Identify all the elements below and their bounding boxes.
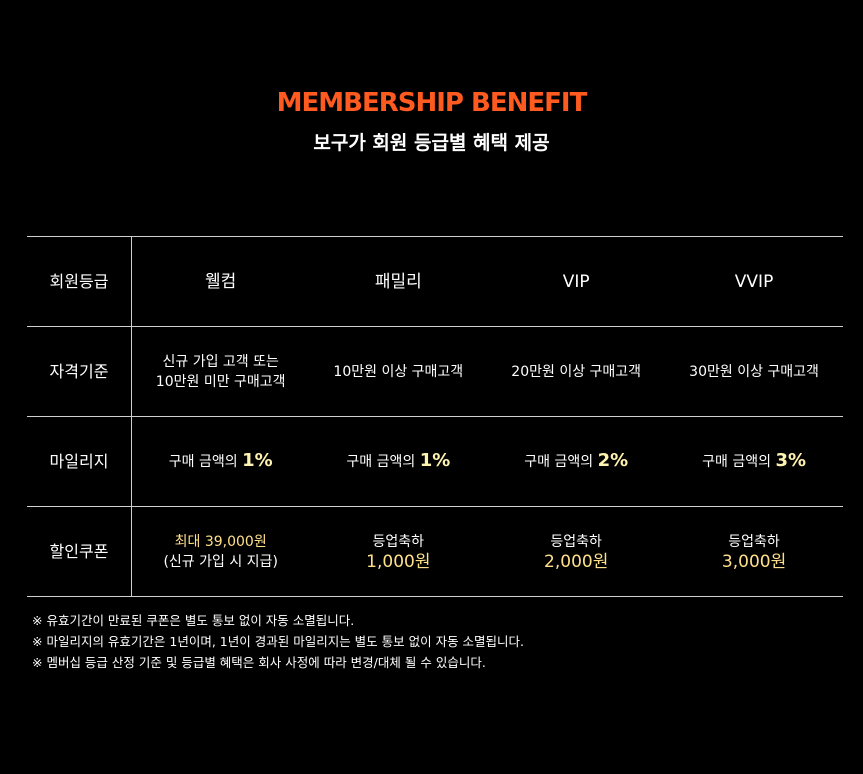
note-mileage-expiry: ※ 마일리지의 유효기간은 1년이며, 1년이 경과된 마일리지는 별도 통보 … xyxy=(32,634,525,649)
coupon-welcome-note: (신규 가입 시 지급) xyxy=(163,553,278,570)
mileage-prefix: 구매 금액의 xyxy=(346,454,416,470)
table-row-qualification: 자격기준 신규 가입 고객 또는 10만원 미만 구매고객 10만원 이상 구매… xyxy=(27,326,843,417)
coupon-upgrade-label: 등업축하 xyxy=(550,533,602,550)
mileage-welcome: 구매 금액의 1% xyxy=(131,416,310,507)
qualification-welcome: 신규 가입 고객 또는 10만원 미만 구매고객 xyxy=(131,326,310,417)
table-row-mileage: 마일리지 구매 금액의 1% 구매 금액의 1% 구매 금액의 2% 구매 금액… xyxy=(27,416,843,507)
grade-welcome: 웰컴 xyxy=(131,236,310,327)
row-header-grade: 회원등급 xyxy=(27,236,132,327)
coupon-family: 등업축하 1,000원 xyxy=(309,506,488,597)
qualification-vip: 20만원 이상 구매고객 xyxy=(487,326,666,417)
mileage-family: 구매 금액의 1% xyxy=(309,416,488,507)
mileage-rate-family: 1% xyxy=(419,450,451,471)
mileage-vvip: 구매 금액의 3% xyxy=(665,416,843,507)
membership-benefit-table: 회원등급 웰컴 패밀리 VIP VVIP 자격기준 신규 가입 고객 또는 10… xyxy=(27,236,843,597)
mileage-rate-vip: 2% xyxy=(597,450,629,471)
coupon-family-amount: 1,000원 xyxy=(366,551,431,572)
notes: ※ 유효기간이 만료된 쿠폰은 별도 통보 없이 자동 소멸됩니다. ※ 마일리… xyxy=(32,610,524,673)
coupon-vip: 등업축하 2,000원 xyxy=(487,506,666,597)
coupon-vip-amount: 2,000원 xyxy=(544,551,609,572)
mileage-prefix: 구매 금액의 xyxy=(702,454,771,470)
grade-family: 패밀리 xyxy=(309,236,488,327)
row-header-mileage: 마일리지 xyxy=(27,416,132,507)
table-header-row: 회원등급 웰컴 패밀리 VIP VVIP xyxy=(27,236,843,327)
qualification-vvip: 30만원 이상 구매고객 xyxy=(665,326,843,417)
note-policy-change: ※ 멤버십 등급 산정 기준 및 등급별 혜택은 회사 사정에 따라 변경/대체… xyxy=(32,655,486,670)
note-coupon-expiry: ※ 유효기간이 만료된 쿠폰은 별도 통보 없이 자동 소멸됩니다. xyxy=(32,613,355,628)
mileage-prefix: 구매 금액의 xyxy=(168,454,238,470)
grade-vvip: VVIP xyxy=(665,236,843,327)
table-row-coupon: 할인쿠폰 최대 39,000원 (신규 가입 시 지급) 등업축하 1,000원… xyxy=(27,506,843,597)
qualification-welcome-line1: 신규 가입 고객 또는 xyxy=(162,353,279,370)
page-title: MEMBERSHIP BENEFIT xyxy=(276,88,588,118)
coupon-upgrade-label: 등업축하 xyxy=(728,533,780,550)
qualification-welcome-line2: 10만원 미만 구매고객 xyxy=(155,373,286,390)
coupon-welcome-amount: 최대 39,000원 xyxy=(174,533,267,550)
grade-vip: VIP xyxy=(487,236,666,327)
coupon-vvip: 등업축하 3,000원 xyxy=(665,506,843,597)
row-header-qualification: 자격기준 xyxy=(27,326,132,417)
page-subtitle: 보구가 회원 등급별 혜택 제공 xyxy=(313,132,550,154)
mileage-rate-vvip: 3% xyxy=(775,450,806,471)
coupon-vvip-amount: 3,000원 xyxy=(721,551,787,572)
qualification-family: 10만원 이상 구매고객 xyxy=(309,326,488,417)
row-header-coupon: 할인쿠폰 xyxy=(27,506,132,597)
mileage-vip: 구매 금액의 2% xyxy=(487,416,666,507)
coupon-welcome: 최대 39,000원 (신규 가입 시 지급) xyxy=(131,506,310,597)
mileage-rate-welcome: 1% xyxy=(242,450,273,471)
coupon-upgrade-label: 등업축하 xyxy=(372,533,425,550)
mileage-prefix: 구매 금액의 xyxy=(524,454,594,470)
